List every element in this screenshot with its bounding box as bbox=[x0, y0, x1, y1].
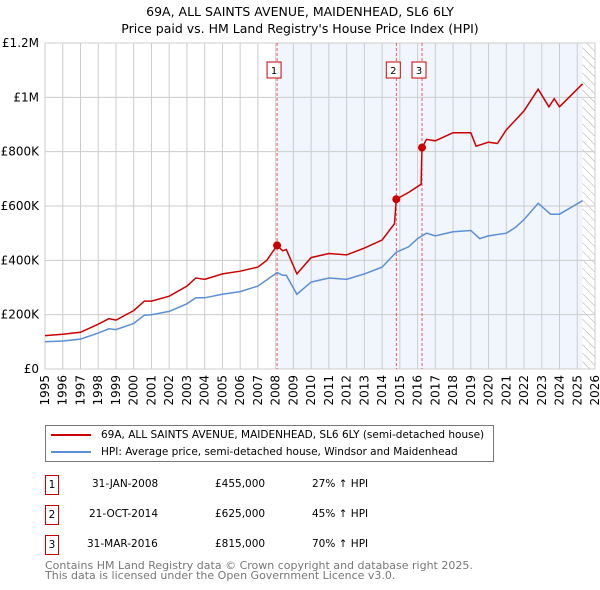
transaction-price: £455,000 bbox=[215, 478, 266, 490]
y-tick-label: £1.2M bbox=[2, 36, 39, 50]
chart-title: 69A, ALL SAINTS AVENUE, MAIDENHEAD, SL6 … bbox=[146, 4, 454, 19]
x-tick-label: 2021 bbox=[499, 375, 513, 406]
transaction-price: £625,000 bbox=[215, 508, 266, 520]
sale-marker-box bbox=[411, 61, 427, 79]
chart-subtitle: Price paid vs. HM Land Registry's House … bbox=[121, 21, 479, 36]
transaction-price: £815,000 bbox=[215, 538, 266, 550]
sale-point bbox=[392, 195, 401, 204]
legend-swatch-property bbox=[51, 434, 91, 436]
transaction-row: 3 31-MAR-2016 £815,000 70% ↑ HPI bbox=[45, 535, 445, 555]
hpi-line bbox=[44, 199, 583, 343]
sale-marker-box bbox=[266, 61, 282, 79]
price-chart: 1995 1996 1997 1998 1999 2000 2001 2002 2003 2004… bbox=[1, 36, 600, 406]
x-tick-label: 2018 bbox=[446, 375, 460, 406]
footer-line-2: This data is licensed under the Open Gov… bbox=[45, 569, 396, 582]
x-tick-label: 2015 bbox=[393, 375, 407, 406]
x-tick-label: 2019 bbox=[464, 375, 478, 406]
x-tick-label: 2002 bbox=[162, 375, 176, 406]
x-tick-label: 2008 bbox=[269, 375, 283, 406]
x-tick-label: 2003 bbox=[180, 375, 194, 406]
transaction-number: 3 bbox=[45, 535, 59, 555]
transaction-row: 2 21-OCT-2014 £625,000 45% ↑ HPI bbox=[45, 505, 445, 525]
x-tick-label: 2023 bbox=[535, 375, 549, 406]
sale-marker-label: 1 bbox=[271, 66, 277, 77]
sale-point bbox=[273, 241, 282, 250]
x-tick-label: 2024 bbox=[553, 375, 567, 406]
transaction-date: 31-MAR-2016 bbox=[87, 538, 158, 550]
transaction-row: 1 31-JAN-2008 £455,000 27% ↑ HPI bbox=[45, 475, 445, 495]
transaction-date: 31-JAN-2008 bbox=[92, 478, 159, 490]
x-tick-label: 2013 bbox=[357, 375, 371, 406]
legend: 69A, ALL SAINTS AVENUE, MAIDENHEAD, SL6 … bbox=[45, 425, 494, 462]
x-tick-label: 1995 bbox=[38, 375, 52, 406]
x-tick-label: 2010 bbox=[304, 375, 318, 406]
x-tick-label: 2022 bbox=[517, 375, 531, 406]
transaction-hpi: 45% ↑ HPI bbox=[312, 508, 369, 520]
sale-marker-label: 3 bbox=[416, 66, 422, 77]
x-tick-label: 2000 bbox=[127, 375, 141, 406]
x-tick-label: 2016 bbox=[411, 375, 425, 406]
x-tick-label: 2012 bbox=[340, 375, 354, 406]
transaction-date: 21-OCT-2014 bbox=[89, 508, 158, 520]
legend-label-property: 69A, ALL SAINTS AVENUE, MAIDENHEAD, SL6 … bbox=[101, 429, 485, 441]
transaction-hpi: 70% ↑ HPI bbox=[312, 538, 369, 550]
x-tick-label: 2011 bbox=[322, 375, 336, 406]
transaction-number: 2 bbox=[45, 505, 59, 525]
x-tick-label: 1998 bbox=[91, 375, 105, 406]
x-tick-label: 2014 bbox=[375, 375, 389, 406]
sale-point bbox=[418, 143, 427, 152]
x-tick-label: 2020 bbox=[482, 375, 496, 406]
x-tick-label: 2005 bbox=[215, 375, 229, 406]
x-tick-label: 2001 bbox=[144, 375, 158, 406]
x-tick-label: 2017 bbox=[428, 375, 442, 406]
x-tick-label: 2009 bbox=[286, 375, 300, 406]
legend-swatch-hpi bbox=[51, 451, 91, 453]
y-tick-label: £1M bbox=[13, 90, 39, 104]
y-tick-label: £600K bbox=[1, 199, 41, 213]
property-price-line bbox=[44, 83, 584, 337]
x-tick-label: 2007 bbox=[251, 375, 265, 406]
y-tick-label: £0 bbox=[24, 362, 39, 376]
x-tick-label: 2004 bbox=[198, 375, 212, 406]
x-tick-label: 1997 bbox=[73, 375, 87, 406]
transaction-hpi: 27% ↑ HPI bbox=[312, 478, 369, 490]
sale-marker-box bbox=[385, 61, 401, 79]
sale-marker-label: 2 bbox=[390, 66, 396, 77]
x-tick-label: 1996 bbox=[56, 375, 70, 406]
y-tick-label: £400K bbox=[1, 253, 41, 267]
x-tick-label: 2025 bbox=[570, 375, 584, 406]
y-tick-label: £800K bbox=[1, 145, 41, 159]
x-tick-label: 2026 bbox=[588, 375, 600, 406]
footer: Contains HM Land Registry data © Crown c… bbox=[45, 559, 473, 582]
y-tick-label: £200K bbox=[1, 308, 41, 322]
x-tick-label: 1999 bbox=[109, 375, 123, 406]
x-tick-label: 2006 bbox=[233, 375, 247, 406]
plot-frame bbox=[44, 42, 596, 370]
legend-label-hpi: HPI: Average price, semi-detached house,… bbox=[101, 446, 458, 458]
transaction-number: 1 bbox=[45, 475, 59, 495]
footer-line-1: Contains HM Land Registry data © Crown c… bbox=[45, 559, 473, 572]
